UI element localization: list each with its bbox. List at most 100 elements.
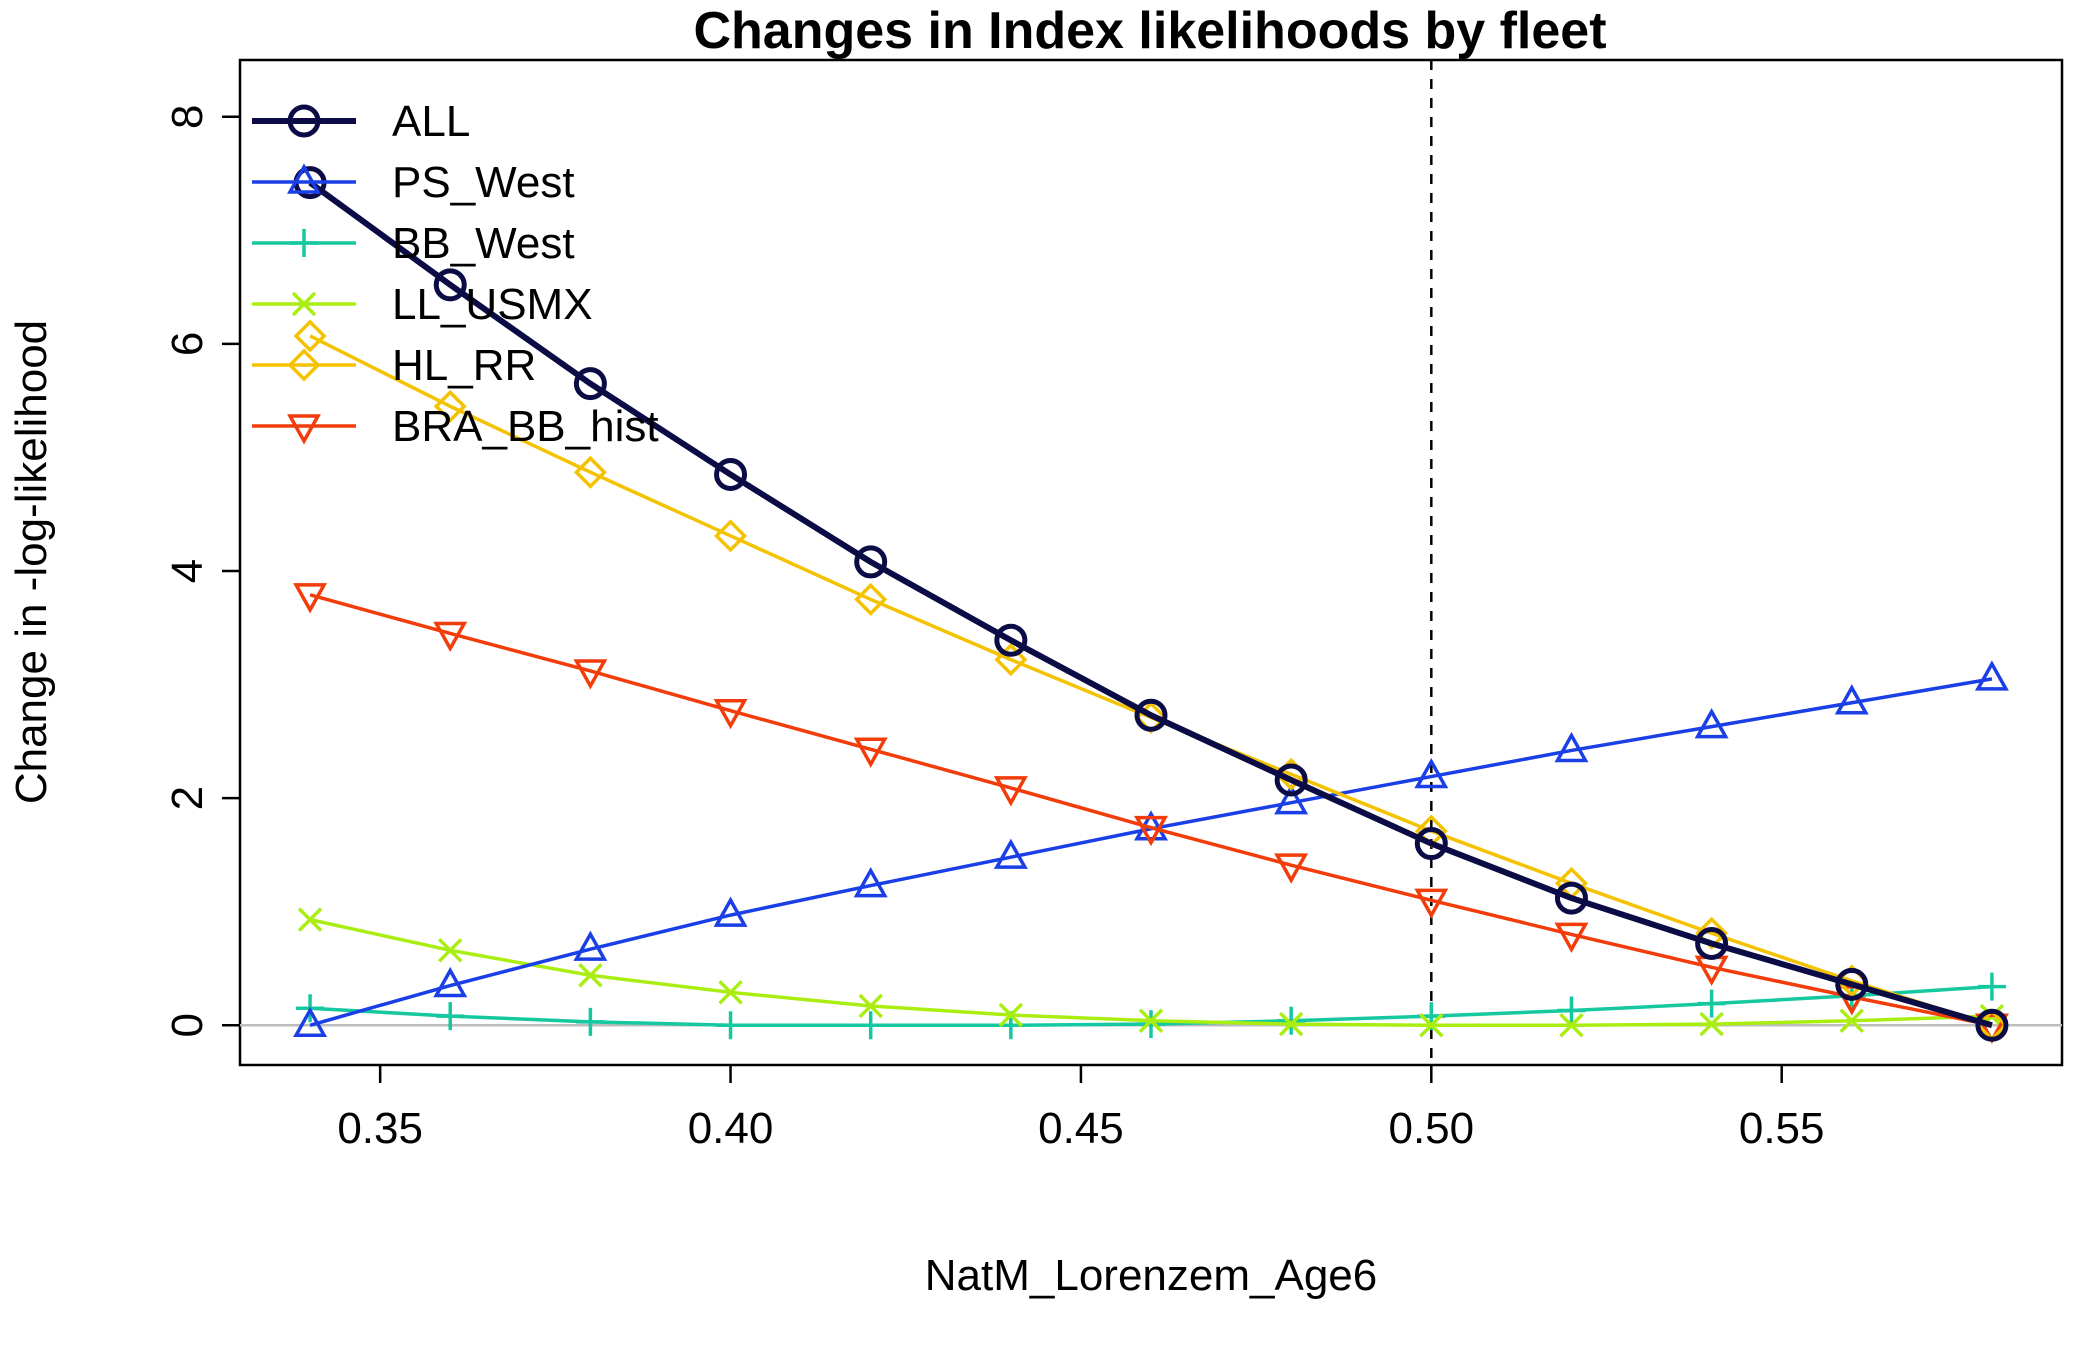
legend-marker	[291, 291, 317, 317]
data-point-bra-bb-hist	[573, 659, 608, 690]
data-point-ps-west	[1694, 708, 1729, 739]
data-point-all	[573, 367, 607, 401]
data-point-hl-rr	[714, 519, 748, 553]
legend-label: LL_USMX	[392, 280, 593, 329]
data-point-ll-usmx	[1138, 1008, 1164, 1033]
data-point-bb-west	[576, 1007, 605, 1036]
x-tick-label: 0.50	[1388, 1104, 1474, 1153]
data-point-all	[1835, 967, 1869, 1001]
legend-item-bb-west: BB_West	[252, 219, 575, 268]
legend: ALL PS_West BB_West LL_USMX HL_RR BRA_BB_hist	[252, 97, 659, 451]
legend-item-bra-bb-hist: BRA_BB_hist	[252, 402, 659, 451]
legend-marker	[287, 163, 321, 194]
x-tick-label: 0.35	[337, 1104, 423, 1153]
data-point-bra-bb-hist	[713, 698, 748, 730]
data-point-bra-bb-hist	[853, 737, 888, 768]
data-point-bb-west	[1137, 1010, 1165, 1039]
data-point-ll-usmx	[718, 980, 743, 1005]
data-point-ps-west	[433, 966, 468, 998]
data-point-hl-rr	[994, 643, 1028, 677]
data-point-all	[1695, 926, 1729, 960]
series-line-all	[308, 180, 1993, 1029]
legend-label: ALL	[392, 97, 470, 146]
legend-marker	[290, 229, 318, 257]
series-all	[293, 166, 2009, 1042]
data-point-bra-bb-hist	[1974, 1013, 2009, 1044]
data-point-hl-rr	[433, 389, 467, 423]
data-point-bb-west	[436, 1002, 465, 1031]
legend-label: PS_West	[392, 158, 575, 207]
legend-marker	[287, 348, 321, 382]
data-point-bb-west	[716, 1011, 745, 1040]
data-point-all	[854, 545, 888, 579]
data-point-bra-bb-hist	[993, 776, 1028, 807]
data-point-hl-rr	[573, 455, 607, 489]
data-point-bb-west	[1977, 972, 2006, 1001]
data-point-bb-west	[856, 1011, 885, 1040]
data-point-all	[714, 457, 748, 491]
y-tick-label: 0	[163, 1013, 212, 1037]
data-point-ll-usmx	[297, 907, 323, 932]
series-bb-west	[296, 972, 2006, 1040]
data-point-bra-bb-hist	[1554, 922, 1589, 953]
data-point-ll-usmx	[1839, 1008, 1865, 1033]
data-point-all	[1975, 1008, 2009, 1042]
plot-frame	[238, 58, 2064, 1067]
data-point-bb-west	[1557, 996, 1586, 1025]
reference-lines	[240, 60, 2062, 1065]
data-point-ps-west	[1974, 660, 2009, 691]
data-point-ll-usmx	[998, 1002, 1024, 1028]
data-point-ps-west	[993, 838, 1028, 869]
series-ps-west	[293, 660, 2009, 1038]
series-layer	[293, 166, 2009, 1044]
series-bra-bb-hist	[293, 583, 2009, 1044]
y-tick-label: 4	[163, 559, 212, 583]
data-point-ps-west	[1554, 731, 1589, 763]
data-point-ps-west	[1274, 784, 1309, 815]
data-point-ll-usmx	[578, 963, 603, 988]
legend-marker	[287, 414, 321, 445]
legend-item-ps-west: PS_West	[252, 158, 575, 207]
data-point-ll-usmx	[858, 993, 883, 1019]
legend-label: HL_RR	[392, 341, 536, 390]
legend-item-hl-rr: HL_RR	[252, 341, 536, 390]
y-axis-label: Change in -log-likelihood	[7, 320, 56, 804]
legend-label: BB_West	[392, 219, 575, 268]
data-point-all	[1274, 763, 1308, 797]
data-point-ps-west	[713, 896, 748, 927]
legend-item-ll-usmx: LL_USMX	[252, 280, 593, 329]
x-axis-label: NatM_Lorenzem_Age6	[925, 1251, 1377, 1300]
x-tick-label: 0.45	[1038, 1104, 1124, 1153]
data-point-hl-rr	[854, 582, 888, 616]
legend-marker	[287, 104, 321, 138]
legend-item-all: ALL	[252, 97, 470, 146]
data-point-ll-usmx	[437, 938, 463, 963]
data-point-bra-bb-hist	[433, 621, 468, 653]
data-point-ps-west	[1834, 684, 1869, 715]
x-tick-label: 0.40	[688, 1104, 774, 1153]
data-point-all	[1554, 881, 1588, 915]
x-tick-label: 0.55	[1739, 1104, 1825, 1153]
data-point-ps-west	[293, 1006, 328, 1038]
series-line-bra-bb-hist	[309, 593, 1993, 1027]
y-tick-label: 6	[163, 332, 212, 356]
data-point-ll-usmx	[1419, 1013, 1444, 1038]
y-tick-label: 8	[163, 105, 212, 129]
data-point-hl-rr	[293, 319, 327, 353]
data-point-ps-west	[853, 866, 888, 898]
data-point-all	[1134, 698, 1168, 732]
axes: 0.35 0.40 0.45 0.50 0.55 0 2 4 6 8	[163, 105, 1825, 1153]
data-point-bb-west	[1697, 989, 1726, 1018]
data-point-ps-west	[573, 930, 608, 961]
data-point-ll-usmx	[1699, 1011, 1724, 1037]
data-point-all	[994, 623, 1028, 657]
data-point-bb-west	[1277, 1006, 1306, 1035]
data-point-ps-west	[1414, 757, 1449, 789]
data-point-ll-usmx	[1278, 1011, 1304, 1037]
data-point-all	[433, 268, 467, 302]
data-point-bra-bb-hist	[1414, 888, 1449, 919]
data-point-bra-bb-hist	[1134, 815, 1168, 847]
y-tick-label: 2	[163, 786, 212, 810]
data-point-bra-bb-hist	[293, 583, 328, 614]
